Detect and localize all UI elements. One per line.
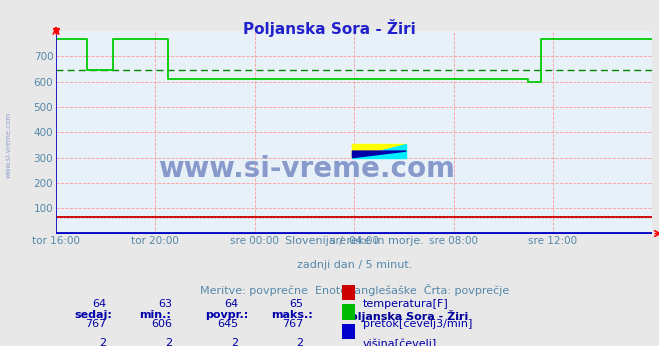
Text: Poljanska Sora - Žiri: Poljanska Sora - Žiri [342,310,469,322]
Text: sedaj:: sedaj: [74,310,112,320]
Text: Poljanska Sora - Žiri: Poljanska Sora - Žiri [243,19,416,37]
Text: 64: 64 [92,299,107,309]
Text: 606: 606 [152,319,172,329]
Text: 65: 65 [289,299,304,309]
Polygon shape [353,145,406,158]
Text: 2: 2 [297,338,304,346]
Text: 2: 2 [231,338,238,346]
Text: zadnji dan / 5 minut.: zadnji dan / 5 minut. [297,260,412,270]
Bar [342,304,355,320]
Text: 2: 2 [100,338,107,346]
Bar [342,324,355,339]
Text: maks.:: maks.: [271,310,312,320]
Text: 767: 767 [282,319,304,329]
Text: 63: 63 [158,299,172,309]
Text: www.si-vreme.com: www.si-vreme.com [158,155,455,183]
Text: Slovenija / reke in morje.: Slovenija / reke in morje. [285,236,424,246]
Text: temperatura[F]: temperatura[F] [363,299,449,309]
Text: 64: 64 [224,299,238,309]
Polygon shape [353,145,406,158]
Text: www.si-vreme.com: www.si-vreme.com [5,112,12,179]
Bar [342,285,355,300]
Text: 2: 2 [165,338,172,346]
Text: višina[čevelj]: višina[čevelj] [363,338,438,346]
Text: 645: 645 [217,319,238,329]
Text: 767: 767 [86,319,107,329]
Text: min.:: min.: [140,310,171,320]
Text: Meritve: povprečne  Enote: anglešaške  Črta: povprečje: Meritve: povprečne Enote: anglešaške Črt… [200,284,509,296]
Polygon shape [353,151,406,158]
Text: povpr.:: povpr.: [205,310,248,320]
Text: pretok[čevelj3/min]: pretok[čevelj3/min] [363,319,473,329]
